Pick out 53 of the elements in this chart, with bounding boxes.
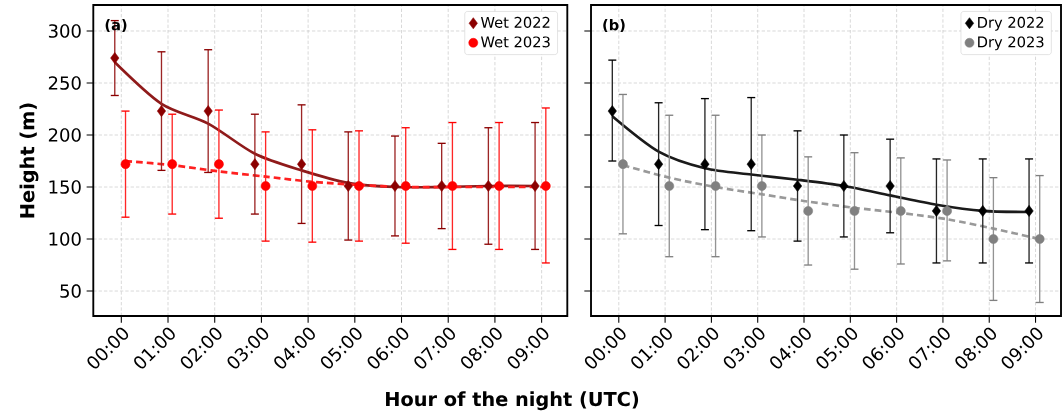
y-tick-label: 100 xyxy=(49,232,81,246)
point xyxy=(1034,234,1045,244)
y-tick-label: 250 xyxy=(48,76,81,90)
point xyxy=(110,52,120,64)
y-axis-title: Height (m) xyxy=(19,103,39,218)
point xyxy=(942,206,952,216)
point xyxy=(530,180,540,192)
point xyxy=(700,158,710,171)
point xyxy=(250,158,260,171)
point xyxy=(793,180,802,192)
point xyxy=(664,181,675,191)
point xyxy=(849,206,860,216)
point xyxy=(120,159,131,169)
y-tick-label: 150 xyxy=(49,180,81,194)
point xyxy=(260,181,271,191)
y-tick-label: 50 xyxy=(60,284,81,298)
point xyxy=(895,206,906,216)
point xyxy=(654,158,664,171)
point xyxy=(618,159,628,169)
point xyxy=(607,105,617,117)
point xyxy=(1024,205,1034,217)
point xyxy=(203,105,213,117)
point xyxy=(354,181,364,191)
x-axis-title: Hour of the night (UTC) xyxy=(386,391,639,411)
legend-label: Wet 2022 xyxy=(480,16,550,28)
point xyxy=(885,180,895,192)
point xyxy=(483,180,493,192)
point xyxy=(307,181,318,191)
annotation: (b) xyxy=(603,19,625,33)
point xyxy=(541,181,551,191)
legend-label: Dry 2022 xyxy=(978,16,1044,31)
point xyxy=(400,181,411,191)
legend-label: Dry 2023 xyxy=(978,36,1044,51)
point xyxy=(988,234,999,244)
point xyxy=(746,158,756,171)
point xyxy=(157,105,166,117)
y-tick-label: 300 xyxy=(48,24,81,38)
point xyxy=(214,159,224,169)
point xyxy=(447,181,458,191)
point xyxy=(297,158,307,171)
point xyxy=(757,181,767,191)
legend-label: Wet 2023 xyxy=(480,36,550,48)
y-tick-label: 200 xyxy=(48,128,81,142)
point xyxy=(839,180,849,192)
point xyxy=(978,205,988,217)
point xyxy=(343,180,353,192)
point xyxy=(390,180,400,192)
point xyxy=(494,181,504,191)
point xyxy=(710,181,721,191)
point xyxy=(437,180,447,192)
point xyxy=(167,159,178,169)
point xyxy=(931,205,941,217)
point xyxy=(803,206,813,216)
